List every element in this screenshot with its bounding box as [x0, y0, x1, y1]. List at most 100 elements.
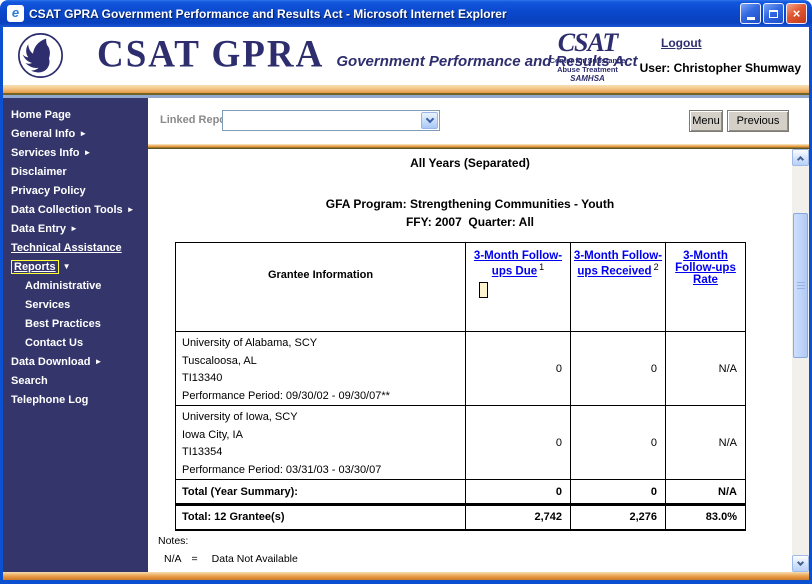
grantee-city: Tuscaloosa, AL: [182, 354, 257, 367]
rate-cell: N/A: [665, 405, 746, 480]
grantee-info-cell: University of Alabama, SCY Tuscaloosa, A…: [175, 331, 466, 406]
col-grantee-header: Grantee Information: [175, 242, 466, 332]
notes-label: Notes:: [158, 534, 189, 547]
sidebar-item-privacy-policy[interactable]: Privacy Policy: [3, 182, 148, 201]
previous-button[interactable]: Previous: [727, 110, 789, 132]
summary-rate-cell: N/A: [665, 479, 746, 506]
sidebar-item-label: Data Entry: [11, 223, 67, 235]
menu-button[interactable]: Menu: [689, 110, 723, 132]
col-rate-link[interactable]: 3-Month Follow-ups Rate: [675, 250, 736, 286]
report-content: All Years (Separated) GFA Program: Stren…: [148, 149, 792, 572]
sidebar-item-label: Services Info: [11, 147, 80, 159]
csat-logo-line2: Abuse Treatment: [557, 65, 618, 74]
sidebar-item-general-info[interactable]: General Info ►: [3, 125, 148, 144]
minimize-icon: [746, 16, 755, 20]
scrollbar-thumb[interactable]: [793, 213, 808, 358]
app-header: CSAT GPRA Government Performance and Res…: [3, 27, 809, 85]
col-received-link[interactable]: 3-Month Follow-ups Received: [573, 250, 663, 278]
sidebar-item-label: Services: [25, 299, 71, 311]
submenu-arrow-icon: ►: [70, 224, 78, 233]
brand-title: CSAT GPRA: [97, 32, 325, 77]
minimize-button[interactable]: [740, 3, 761, 24]
summary-received-cell: 0: [570, 479, 666, 506]
sidebar-item-services[interactable]: Services: [3, 296, 148, 315]
total-due-cell: 2,742: [465, 504, 571, 531]
received-cell: 0: [570, 405, 666, 480]
received-cell: 0: [570, 331, 666, 406]
scroll-up-button[interactable]: [792, 149, 809, 166]
table-row: University of Alabama, SCY Tuscaloosa, A…: [175, 331, 746, 406]
sidebar-item-services-info[interactable]: Services Info ►: [3, 144, 148, 163]
scroll-down-button[interactable]: [792, 555, 809, 572]
col-rate-header: 3-Month Follow-ups Rate: [665, 242, 746, 332]
scrollbar-grip-icon: [797, 281, 805, 290]
content-separator: [148, 144, 809, 149]
col-due-header: 3-Month Follow-ups Due 1: [465, 242, 571, 332]
sidebar-item-label: Privacy Policy: [11, 185, 86, 197]
due-cell: 0: [465, 331, 571, 406]
year-summary-row: Total (Year Summary): 0 0 N/A: [175, 479, 746, 506]
close-button[interactable]: ×: [786, 3, 807, 24]
sidebar-item-contact-us[interactable]: Contact Us: [3, 334, 148, 353]
footer-accent-bar: [3, 572, 809, 580]
report-table: Grantee Information 3-Month Follow-ups D…: [175, 242, 746, 531]
vertical-scrollbar[interactable]: [792, 149, 809, 572]
total-received-cell: 2,276: [570, 504, 666, 531]
grantee-city: Iowa City, IA: [182, 428, 243, 441]
report-title: All Years (Separated): [410, 156, 530, 170]
sidebar-item-reports[interactable]: Reports ▼: [3, 258, 148, 277]
sidebar-item-data-download[interactable]: Data Download ►: [3, 353, 148, 372]
table-row: University of Iowa, SCY Iowa City, IA TI…: [175, 405, 746, 480]
placeholder-box-icon: [479, 281, 488, 298]
sidebar-item-data-collection-tools[interactable]: Data Collection Tools ►: [3, 201, 148, 220]
brand-tagline: Government Performance and Results Act: [336, 53, 638, 70]
csat-logo-line3: SAMHSA: [570, 74, 605, 83]
sidebar-item-label: Disclaimer: [11, 166, 67, 178]
chevron-down-icon: [425, 114, 434, 124]
csat-logo-title: CSAT: [557, 28, 619, 57]
toolbar: Linked Reports: Menu Previous: [148, 98, 809, 144]
grantee-id: TI13354: [182, 446, 223, 458]
sidebar-item-label: Administrative: [25, 280, 102, 292]
submenu-arrow-icon: ►: [83, 148, 92, 157]
report-ffy-line: FFY: 2007 Quarter: All: [405, 215, 535, 229]
csat-logo-line1: Center for Substance: [549, 56, 626, 65]
sidebar-item-home-page[interactable]: Home Page: [3, 106, 148, 125]
grantee-name: University of Iowa, SCY: [182, 411, 298, 423]
maximize-button[interactable]: [763, 3, 784, 24]
sidebar-nav: Home Page General Info ► Services Info ► D…: [3, 98, 148, 572]
grand-total-row: Total: 12 Grantee(s) 2,742 2,276 83.0%: [175, 504, 746, 531]
combo-dropdown-button[interactable]: [421, 112, 438, 129]
sidebar-item-disclaimer[interactable]: Disclaimer: [3, 163, 148, 182]
sidebar-item-technical-assistance[interactable]: Technical Assistance: [3, 239, 148, 258]
header-accent-bar: [3, 85, 809, 98]
sidebar-item-label: Technical Assistance: [11, 242, 122, 254]
sidebar-item-search[interactable]: Search: [3, 372, 148, 391]
sidebar-item-telephone-log[interactable]: Telephone Log: [3, 391, 148, 410]
window-frame: CSAT GPRA Government Performance and Res…: [0, 27, 812, 584]
sidebar-item-label: Reports: [14, 261, 56, 273]
grantee-period: Performance Period: 09/30/02 - 09/30/07*…: [182, 389, 390, 402]
logout-link[interactable]: Logout: [661, 36, 702, 50]
col-due-link[interactable]: 3-Month Follow-ups Due: [473, 250, 563, 278]
linked-reports-select[interactable]: [222, 110, 440, 131]
table-header-row: Grantee Information 3-Month Follow-ups D…: [175, 242, 746, 332]
sidebar-item-data-entry[interactable]: Data Entry ►: [3, 220, 148, 239]
chevron-down-icon: [796, 558, 805, 567]
report-program-line: GFA Program: Strengthening Communities -…: [325, 197, 615, 211]
summary-due-cell: 0: [465, 479, 571, 506]
sidebar-item-administrative[interactable]: Administrative: [3, 277, 148, 296]
total-label-cell: Total: 12 Grantee(s): [175, 504, 466, 531]
sidebar-item-best-practices[interactable]: Best Practices: [3, 315, 148, 334]
grantee-info-cell: University of Iowa, SCY Iowa City, IA TI…: [175, 405, 466, 480]
sidebar-item-label: Home Page: [11, 109, 71, 121]
submenu-arrow-icon: ►: [79, 129, 88, 138]
note-na-key: N/A: [164, 552, 182, 565]
due-cell: 0: [465, 405, 571, 480]
summary-label-cell: Total (Year Summary):: [175, 479, 466, 506]
footnote-1-marker: 1: [539, 262, 545, 272]
col-received-header: 3-Month Follow-ups Received 2: [570, 242, 666, 332]
note-na-eq: =: [191, 552, 198, 565]
user-label: User: Christopher Shumway: [639, 61, 801, 75]
